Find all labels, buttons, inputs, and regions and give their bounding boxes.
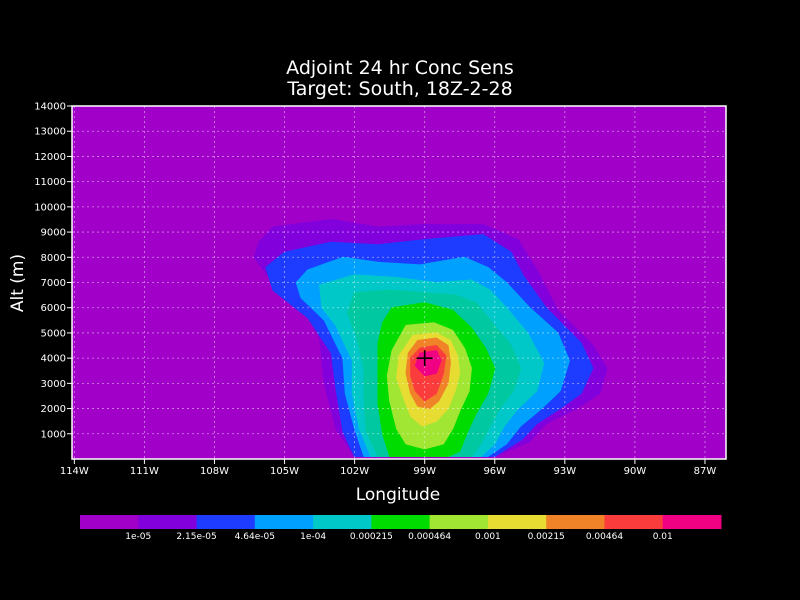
y-tick-label: 4000	[41, 354, 66, 365]
color-legend-swatch	[196, 515, 256, 529]
color-legend-label: 0.000215	[350, 532, 393, 542]
color-legend-label: 2.15e-05	[176, 532, 216, 542]
y-tick-label: 2000	[41, 404, 66, 415]
y-tick-label: 7000	[41, 278, 66, 289]
y-tick-label: 5000	[41, 328, 66, 339]
y-tick-label: 8000	[41, 253, 66, 264]
color-legend-swatch	[429, 515, 489, 529]
color-legend-label: 0.000464	[408, 532, 451, 542]
plot-frame	[71, 105, 727, 460]
color-legend-label: 1e-05	[125, 532, 151, 542]
x-tick-label: 87W	[694, 466, 717, 477]
chart-title-line1: Adjoint 24 hr Conc Sens	[286, 57, 514, 79]
x-tick-label: 90W	[624, 466, 647, 477]
y-tick-label: 3000	[41, 379, 66, 390]
color-legend-swatch	[546, 515, 605, 529]
color-legend-label: 0.00464	[586, 532, 623, 542]
color-legend-label: 0.00215	[528, 532, 565, 542]
color-legend-swatch	[80, 515, 139, 529]
x-tick-label: 105W	[270, 466, 299, 477]
color-legend-swatch	[487, 515, 547, 529]
y-tick-label: 9000	[41, 228, 66, 239]
y-tick-label: 13000	[34, 127, 66, 138]
color-legend-label: 0.01	[653, 532, 673, 542]
color-legend-swatch	[604, 515, 664, 529]
color-legend-swatch	[254, 515, 314, 529]
color-legend-swatch	[662, 515, 722, 529]
y-tick-label: 12000	[34, 152, 66, 163]
y-tick-label: 14000	[34, 102, 66, 113]
x-axis-ticks: 114W 111W 108W 105W 102W 99W 96W 93W 90W 87W	[60, 459, 717, 477]
chart-title-line2: Target: South, 18Z-2-28	[286, 78, 512, 100]
color-legend-swatch	[371, 515, 431, 529]
x-tick-label: 93W	[554, 466, 577, 477]
x-tick-label: 96W	[483, 466, 506, 477]
x-tick-label: 99W	[413, 466, 436, 477]
y-tick-label: 6000	[41, 303, 66, 314]
target-marker	[416, 350, 433, 367]
y-tick-label: 1000	[41, 429, 66, 440]
color-legend-label: 1e-04	[300, 532, 326, 542]
y-tick-label: 11000	[34, 177, 66, 188]
y-tick-label: 10000	[34, 202, 66, 213]
x-tick-label: 102W	[340, 466, 369, 477]
y-axis-label: Alt (m)	[8, 254, 28, 312]
y-axis-ticks: 1000 2000 3000 4000 5000 6000 7000 8000 9000 1000…	[34, 102, 72, 440]
contour-fill-10	[414, 350, 442, 377]
color-legend: 1e-05 2.15e-05 4.64e-05 1e-04 0.000215 0.0004…	[80, 515, 722, 542]
x-axis-label: Longitude	[356, 485, 441, 505]
color-legend-swatch	[313, 515, 372, 529]
x-tick-label: 108W	[200, 466, 229, 477]
color-legend-swatch	[138, 515, 198, 529]
contour-fills	[253, 219, 608, 457]
color-legend-label: 4.64e-05	[235, 532, 275, 542]
x-tick-label: 114W	[60, 466, 89, 477]
color-legend-label: 0.001	[475, 532, 501, 542]
x-tick-label: 111W	[130, 466, 159, 477]
